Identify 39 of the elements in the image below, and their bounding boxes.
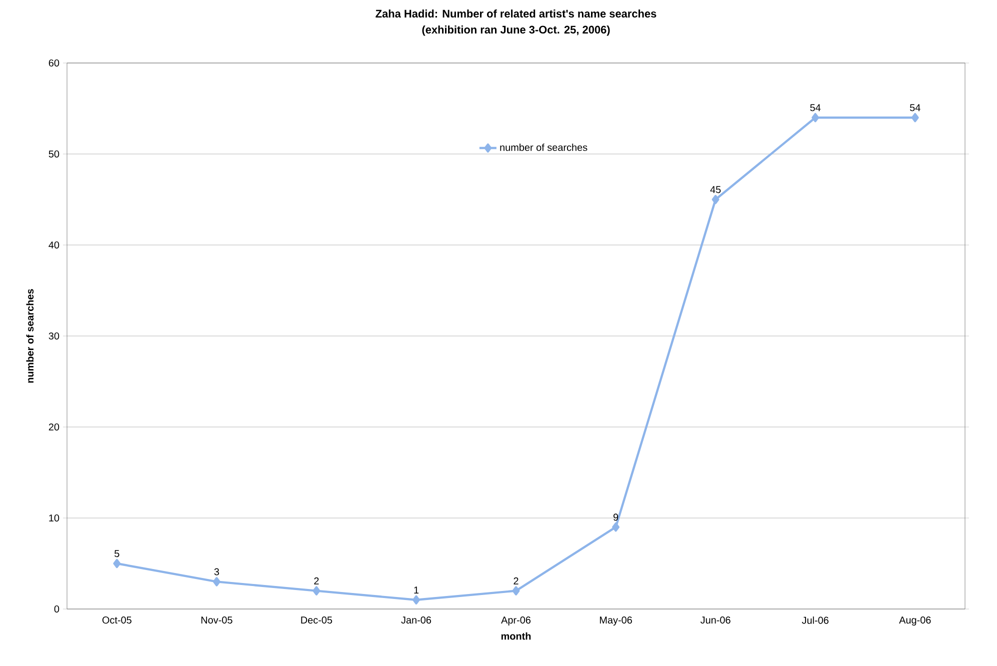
y-tick-label: 0	[54, 605, 60, 613]
y-tick-label: 50	[48, 150, 60, 158]
data-label: 3	[214, 568, 220, 576]
data-label: 1	[414, 586, 419, 594]
y-tick-label: 10	[49, 514, 60, 522]
y-tick-label: 60	[48, 59, 60, 67]
data-label: 45	[710, 186, 721, 194]
x-tick-label: Nov-05	[201, 616, 232, 624]
data-label: 5	[114, 550, 120, 558]
point	[612, 522, 620, 532]
chart-subtitle: (exhibition ran June 3-Oct. 25, 2006)	[422, 26, 610, 36]
point	[113, 558, 121, 568]
x-tick-label: May-06	[600, 616, 632, 626]
x-tick-label: Jan-06	[401, 616, 432, 624]
point	[212, 577, 220, 586]
point	[512, 586, 520, 596]
y-tick-label: 40	[48, 241, 60, 249]
legend-label: number of searches	[500, 144, 588, 151]
x-tick-label: Aug-06	[899, 616, 931, 626]
chart-title: Zaha Hadid: Number of related artist's name searches	[376, 10, 656, 18]
y-axis-title: number of searches	[26, 289, 34, 383]
point	[712, 194, 720, 204]
point	[911, 113, 919, 122]
x-tick-label: Oct-05	[102, 616, 132, 624]
data-label: 54	[810, 104, 821, 112]
y-tick-label: 20	[48, 423, 60, 431]
x-tick-label: Apr-06	[501, 616, 531, 626]
data-label: 54	[910, 104, 920, 112]
data-label: 2	[314, 577, 319, 584]
point	[312, 586, 320, 596]
data-label: 9	[613, 514, 618, 521]
x-tick-label: Dec-05	[301, 616, 332, 624]
x-axis-title: month	[501, 632, 531, 640]
x-tick-label: Jun-06	[700, 616, 730, 624]
data-label: 2	[514, 577, 518, 584]
y-tick-label: 30	[48, 332, 60, 340]
point	[812, 113, 820, 122]
point	[412, 595, 420, 604]
x-tick-label: Jul-06	[802, 616, 828, 624]
